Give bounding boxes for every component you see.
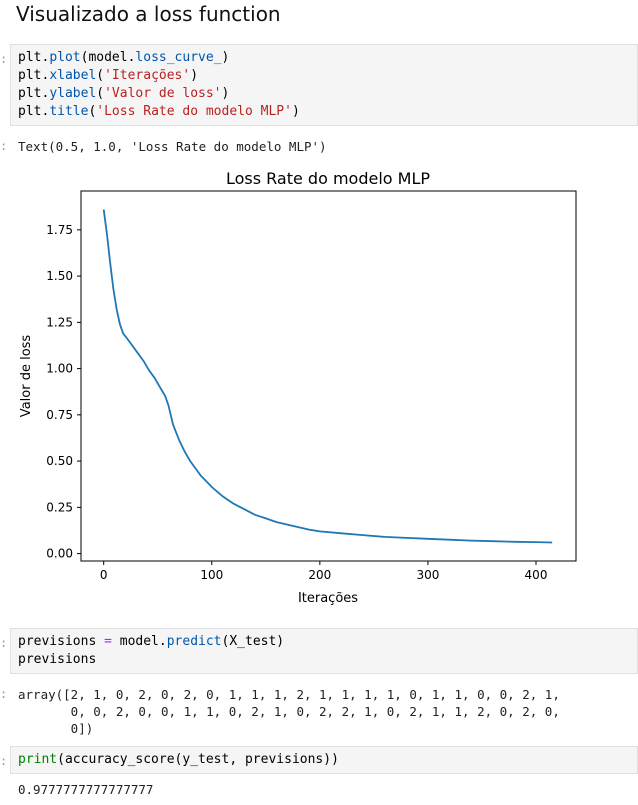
y-tick-label: 0.75 xyxy=(46,408,73,422)
code-line: previsions = model.predict(X_test) xyxy=(18,634,285,649)
loss-series-line xyxy=(102,209,553,544)
loss-chart: Loss Rate do modelo MLP 0 100 200 300 400 0.… xyxy=(19,169,577,606)
x-axis: 0 100 200 300 400 xyxy=(100,561,548,582)
code-line: previsions xyxy=(18,652,97,667)
code-cell-plot[interactable]: plt.plot(model.loss_curve_) plt.xlabel('… xyxy=(10,44,638,126)
cell-prompt: : xyxy=(0,52,8,66)
code-line: print(accuracy_score(y_test, previsions)… xyxy=(18,752,339,767)
code-cell-accuracy[interactable]: print(accuracy_score(y_test, previsions)… xyxy=(10,746,638,774)
section-heading: Visualizado a loss function xyxy=(16,2,281,26)
y-tick-label: 1.50 xyxy=(46,269,73,283)
y-tick-label: 1.25 xyxy=(46,315,73,329)
x-tick-label: 400 xyxy=(525,568,548,582)
code-editor[interactable]: previsions = model.predict(X_test) previ… xyxy=(11,629,637,669)
x-tick-label: 100 xyxy=(200,568,223,582)
code-line: plt.xlabel('Iterações') xyxy=(18,68,199,83)
output-prompt: : xyxy=(0,687,8,701)
y-tick-label: 0.25 xyxy=(46,500,73,514)
output-prompt: : xyxy=(0,139,8,153)
code-editor[interactable]: print(accuracy_score(y_test, previsions)… xyxy=(11,747,637,769)
y-axis-label: Valor de loss xyxy=(19,335,34,418)
code-editor[interactable]: plt.plot(model.loss_curve_) plt.xlabel('… xyxy=(11,45,637,121)
plot-area-frame xyxy=(80,190,577,562)
y-axis: 0.00 0.25 0.50 0.75 1.00 1.25 1.50 1.75 xyxy=(46,223,81,561)
cell-prompt: : xyxy=(0,754,8,768)
x-axis-label: Iterações xyxy=(298,591,358,606)
y-tick-label: 1.00 xyxy=(46,362,73,376)
y-tick-label: 0.00 xyxy=(46,547,73,561)
x-tick-label: 300 xyxy=(416,568,439,582)
chart-title: Loss Rate do modelo MLP xyxy=(226,169,430,188)
cell-prompt: : xyxy=(0,636,8,650)
code-line: plt.ylabel('Valor de loss') xyxy=(18,86,230,101)
x-tick-label: 200 xyxy=(308,568,331,582)
code-cell-predict[interactable]: previsions = model.predict(X_test) previ… xyxy=(10,628,638,674)
code-line: plt.plot(model.loss_curve_) xyxy=(18,50,230,65)
x-tick-label: 0 xyxy=(100,568,108,582)
y-tick-label: 1.75 xyxy=(46,223,73,237)
predictions-output: array([2, 1, 0, 2, 0, 2, 0, 1, 1, 1, 2, … xyxy=(18,687,560,736)
y-tick-label: 0.50 xyxy=(46,454,73,468)
cell-output-text: Text(0.5, 1.0, 'Loss Rate do modelo MLP'… xyxy=(18,139,327,154)
accuracy-output: 0.9777777777777777 xyxy=(18,782,154,797)
code-line: plt.title('Loss Rate do modelo MLP') xyxy=(18,104,300,119)
